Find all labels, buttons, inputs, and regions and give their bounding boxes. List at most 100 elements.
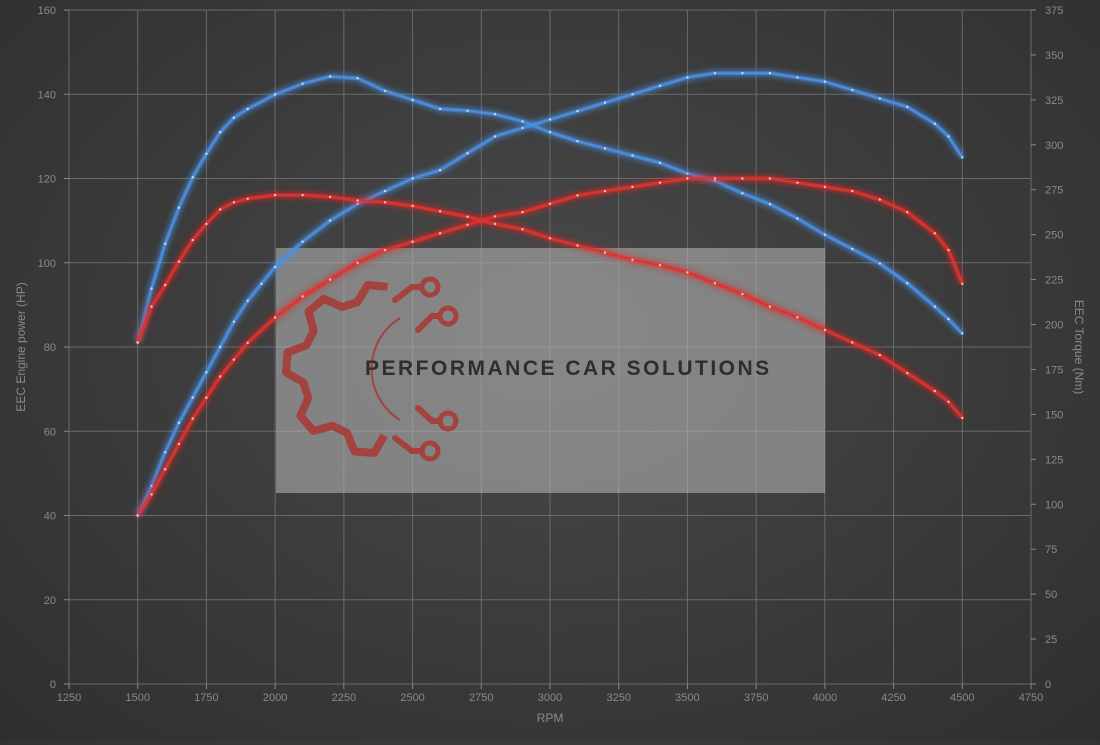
series-point bbox=[411, 98, 414, 102]
y-right-tick-label: 375 bbox=[1045, 5, 1063, 17]
series-point bbox=[796, 181, 799, 184]
y-left-tick-label: 100 bbox=[38, 258, 56, 270]
y-left-tick-label: 140 bbox=[38, 89, 56, 101]
y-right-tick-label: 25 bbox=[1045, 634, 1057, 646]
y-right-tick-label: 225 bbox=[1045, 275, 1063, 287]
gear-inner-arc-icon bbox=[370, 317, 401, 421]
y-right-tick-label: 250 bbox=[1045, 230, 1063, 242]
x-tick-label: 3750 bbox=[744, 692, 768, 704]
series-point bbox=[411, 240, 414, 243]
circuit-trace-icon bbox=[415, 313, 441, 333]
series-point bbox=[466, 223, 469, 226]
series-point bbox=[191, 396, 194, 399]
y-right-tick-label: 0 bbox=[1045, 679, 1051, 691]
series-point bbox=[603, 189, 607, 193]
series-point bbox=[576, 194, 579, 197]
y-left-tick-label: 160 bbox=[38, 5, 56, 17]
y-axis-left-title: EEC Engine power (HP) bbox=[14, 282, 28, 411]
y-right-tick-label: 325 bbox=[1045, 95, 1063, 107]
series-point bbox=[878, 353, 881, 357]
y-right-tick-label: 275 bbox=[1045, 185, 1063, 197]
series-point bbox=[823, 233, 827, 236]
series-point bbox=[246, 197, 249, 200]
series-point bbox=[164, 451, 167, 454]
series-point bbox=[383, 89, 387, 93]
series-point bbox=[631, 93, 634, 96]
series-point bbox=[205, 222, 208, 226]
series-line bbox=[137, 177, 964, 516]
series-point bbox=[205, 371, 208, 374]
series-point bbox=[383, 201, 387, 204]
series-point bbox=[741, 72, 744, 75]
x-tick-label: 4250 bbox=[881, 692, 905, 704]
series-point bbox=[823, 80, 827, 83]
circuit-node-icon bbox=[437, 410, 459, 432]
x-tick-label: 2000 bbox=[263, 692, 287, 704]
series-point bbox=[631, 185, 634, 189]
series-point bbox=[768, 72, 772, 75]
series-point bbox=[521, 120, 524, 123]
y-axis-right-title: EEC Torque (Nm) bbox=[1072, 300, 1086, 394]
circuit-trace-icon bbox=[392, 284, 423, 303]
series-point bbox=[686, 76, 689, 79]
series-point bbox=[466, 152, 469, 155]
series-point bbox=[961, 282, 964, 285]
series-point bbox=[947, 248, 950, 252]
x-tick-label: 4000 bbox=[813, 692, 837, 704]
series-point bbox=[741, 292, 744, 296]
x-tick-label: 1250 bbox=[57, 692, 81, 704]
series-point bbox=[260, 282, 263, 285]
series-point bbox=[906, 211, 909, 214]
series-line bbox=[136, 194, 963, 419]
series-point bbox=[177, 206, 181, 209]
series-point bbox=[576, 109, 579, 113]
series-point bbox=[150, 484, 153, 488]
series-point bbox=[658, 84, 662, 88]
series-point bbox=[328, 195, 332, 199]
series-point bbox=[686, 172, 689, 175]
series-point bbox=[164, 242, 167, 245]
series-point bbox=[301, 240, 304, 243]
series-point bbox=[947, 317, 950, 321]
series-point bbox=[933, 389, 936, 393]
series-layer bbox=[135, 71, 965, 517]
x-tick-label: 3000 bbox=[538, 692, 562, 704]
series-point bbox=[219, 345, 222, 349]
series-point bbox=[658, 161, 662, 164]
series-point bbox=[878, 198, 881, 201]
series-point bbox=[136, 514, 139, 517]
x-tick-label: 1750 bbox=[194, 692, 218, 704]
series-point bbox=[164, 468, 167, 471]
series-point bbox=[961, 332, 964, 335]
series-point bbox=[631, 258, 634, 261]
series-point bbox=[328, 278, 332, 281]
series-point bbox=[356, 77, 359, 80]
series-point bbox=[191, 238, 194, 242]
series-point bbox=[906, 282, 909, 285]
series-point bbox=[658, 181, 662, 184]
series-point bbox=[658, 264, 662, 267]
series-point bbox=[576, 140, 579, 143]
series-point bbox=[878, 97, 881, 100]
series-point bbox=[741, 192, 744, 195]
x-tick-label: 2750 bbox=[469, 692, 493, 704]
x-tick-label: 3500 bbox=[675, 692, 699, 704]
series-point bbox=[933, 232, 936, 235]
series-point bbox=[438, 168, 442, 172]
series-point bbox=[383, 189, 387, 193]
series-point bbox=[548, 131, 552, 134]
series-point bbox=[191, 176, 194, 179]
series-point bbox=[356, 202, 359, 205]
series-point bbox=[232, 320, 236, 323]
series-point bbox=[548, 118, 552, 121]
y-left-tick-label: 40 bbox=[44, 511, 56, 523]
series-point bbox=[136, 341, 139, 344]
x-tick-label: 2500 bbox=[400, 692, 424, 704]
series-point bbox=[246, 341, 249, 344]
series-point bbox=[906, 105, 909, 109]
series-point bbox=[232, 116, 236, 120]
circuit-node-icon bbox=[419, 276, 441, 298]
series-point bbox=[493, 135, 497, 138]
series-point bbox=[878, 262, 881, 265]
